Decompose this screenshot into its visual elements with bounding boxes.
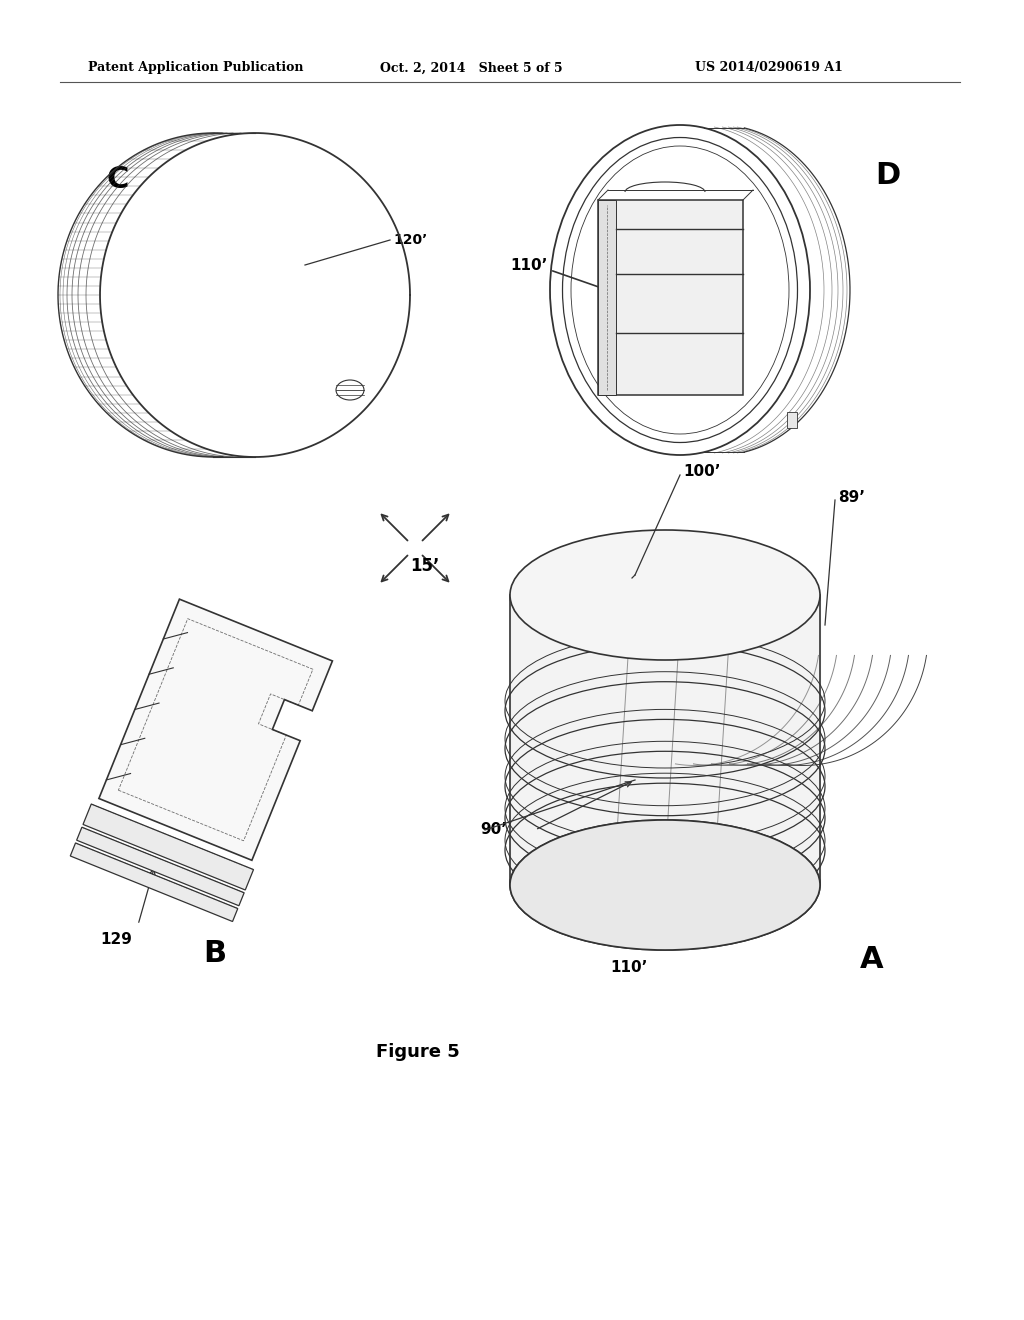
Text: C: C [106,165,129,194]
Text: Oct. 2, 2014   Sheet 5 of 5: Oct. 2, 2014 Sheet 5 of 5 [380,62,562,74]
Text: 129: 129 [100,932,132,948]
Text: 110’: 110’ [510,257,548,272]
Bar [598,201,616,395]
Ellipse shape [510,531,820,660]
Text: Figure 5: Figure 5 [376,1043,460,1061]
Text: Patent Application Publication: Patent Application Publication [88,62,303,74]
Bar [598,201,743,395]
Ellipse shape [635,837,695,862]
Text: 110’: 110’ [610,961,647,975]
Text: 90’: 90’ [480,822,507,837]
Bar [71,843,238,921]
Polygon shape [99,599,333,861]
Bar [77,828,244,906]
Bar [787,412,797,428]
Text: B: B [204,939,226,968]
Text: US 2014/0290619 A1: US 2014/0290619 A1 [695,62,843,74]
Ellipse shape [510,820,820,950]
Text: A: A [860,945,884,974]
Text: 120’: 120’ [393,234,427,247]
Text: 89’: 89’ [838,490,865,504]
Text: 100’: 100’ [683,465,721,479]
Bar [83,804,254,890]
Text: D: D [874,161,900,190]
Ellipse shape [510,820,820,950]
Text: 15’: 15’ [411,557,439,576]
